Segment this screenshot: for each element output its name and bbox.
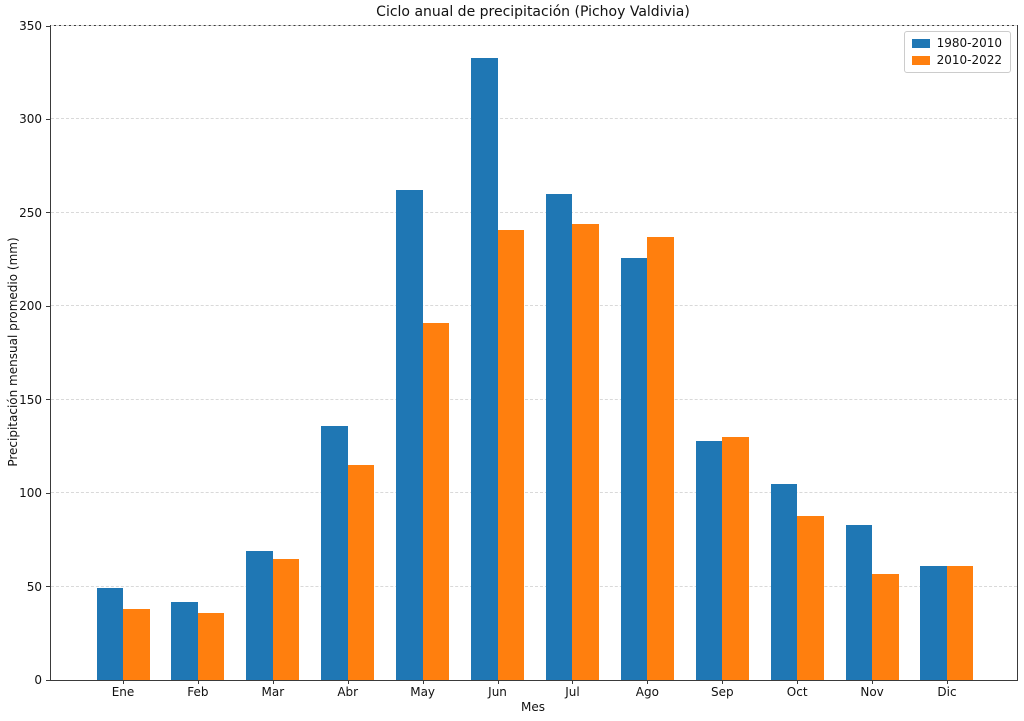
x-axis-tick-Mar [272, 680, 274, 684]
x-axis-tick-Oct [797, 680, 799, 684]
y-tick-label-250: 250 [19, 205, 42, 220]
bar-1980-2010-Jun [471, 57, 498, 680]
bar-2010-2022-Sep [722, 437, 749, 680]
legend-label-2010-2022: 2010-2022 [936, 53, 1002, 67]
x-axis-tick-Ene [123, 680, 124, 684]
y-tick-label-150: 150 [19, 392, 42, 407]
bar-1980-2010-Jul [545, 194, 573, 680]
legend: 1980-2010 2010-2022 [903, 31, 1011, 73]
x-tick-label-Oct: Oct [786, 685, 808, 699]
y-tick-label-100: 100 [19, 486, 42, 501]
bar-2010-2022-Ago [647, 237, 674, 680]
bar-2010-2022-Nov [872, 573, 899, 680]
plot-area: 1980-2010 2010-2022 0 50 100 150 200 250 300 35… [19, 19, 1018, 699]
x-tick-label-Feb: Feb [187, 685, 209, 699]
y-tick-label-350: 350 [19, 19, 42, 33]
legend-entry-1980-2010: 1980-2010 [911, 36, 1002, 50]
x-tick-label-May: May [410, 685, 436, 699]
x-tick-label-Ene: Ene [111, 685, 135, 699]
legend-swatch-2010-2022 [911, 55, 930, 65]
x-axis-tick-May [422, 680, 424, 684]
legend-label-1980-2010: 1980-2010 [936, 36, 1002, 50]
y-axis-tick-150 [46, 399, 50, 401]
bar-2010-2022-Jun [497, 229, 525, 680]
bar-1980-2010-May [396, 190, 423, 680]
y-axis-label: Precipitación mensual promedio (mm) [6, 237, 20, 467]
y-tick-label-50: 50 [26, 579, 42, 594]
x-axis-tick-Dic [946, 680, 948, 684]
bar-1980-2010-Ene [96, 588, 123, 680]
x-tick-label-Nov: Nov [860, 685, 884, 699]
gridline-100 [51, 492, 1017, 494]
y-tick-label-0: 0 [34, 673, 42, 687]
bar-2010-2022-Dic [946, 566, 974, 680]
x-tick-label-Sep: Sep [710, 685, 734, 699]
bar-2010-2022-Feb [197, 612, 225, 680]
y-tick-label-200: 200 [19, 299, 42, 314]
x-axis-label: Mes [521, 700, 545, 714]
bar-1980-2010-Nov [845, 524, 873, 680]
bar-1980-2010-Feb [171, 601, 198, 680]
bar-2010-2022-Mar [272, 558, 300, 680]
bar-1980-2010-Mar [246, 551, 273, 680]
legend-swatch-1980-2010 [911, 38, 930, 48]
y-axis-tick-300 [46, 118, 50, 120]
gridline-300 [51, 118, 1017, 120]
x-tick-label-Ago: Ago [635, 685, 659, 699]
bar-1980-2010-Oct [770, 483, 798, 680]
y-tick-label-300: 300 [19, 112, 42, 127]
x-tick-label-Mar: Mar [261, 685, 285, 699]
gridline-250 [51, 211, 1017, 213]
bar-1980-2010-Sep [695, 440, 723, 680]
bar-2010-2022-Ene [123, 609, 150, 680]
y-axis-tick-50 [46, 586, 50, 588]
x-tick-label-Jun: Jun [488, 685, 507, 699]
gridline-150 [51, 398, 1017, 400]
bar-2010-2022-Oct [797, 515, 824, 680]
bar-2010-2022-May [422, 323, 450, 680]
y-axis-tick-200 [46, 305, 50, 307]
bar-2010-2022-Abr [347, 465, 375, 680]
bar-1980-2010-Ago [620, 257, 648, 680]
gridline-200 [51, 305, 1017, 307]
chart-title: Ciclo anual de precipitación (Pichoy Val… [376, 4, 690, 20]
gridline-50 [51, 585, 1017, 587]
y-axis-tick-0 [46, 679, 50, 681]
y-axis-tick-100 [46, 492, 50, 494]
x-tick-label-Dic: Dic [937, 685, 957, 699]
x-axis-tick-Sep [722, 680, 724, 684]
x-axis-tick-Nov [872, 680, 874, 684]
gridline-350 [51, 25, 1017, 26]
x-tick-label-Jul: Jul [565, 685, 580, 699]
y-axis-tick-250 [46, 212, 50, 214]
x-axis-tick-Ago [647, 680, 649, 684]
legend-entry-2010-2022: 2010-2022 [911, 53, 1002, 67]
y-axis-tick-350 [46, 25, 50, 27]
x-axis-tick-Jun [497, 680, 499, 684]
bar-1980-2010-Abr [321, 425, 348, 680]
x-axis-tick-Feb [197, 680, 199, 684]
x-axis-tick-Jul [572, 680, 574, 684]
x-axis-tick-Abr [347, 680, 349, 684]
x-tick-label-Abr: Abr [337, 685, 359, 699]
bar-2010-2022-Jul [572, 224, 599, 680]
bar-1980-2010-Dic [920, 566, 947, 680]
